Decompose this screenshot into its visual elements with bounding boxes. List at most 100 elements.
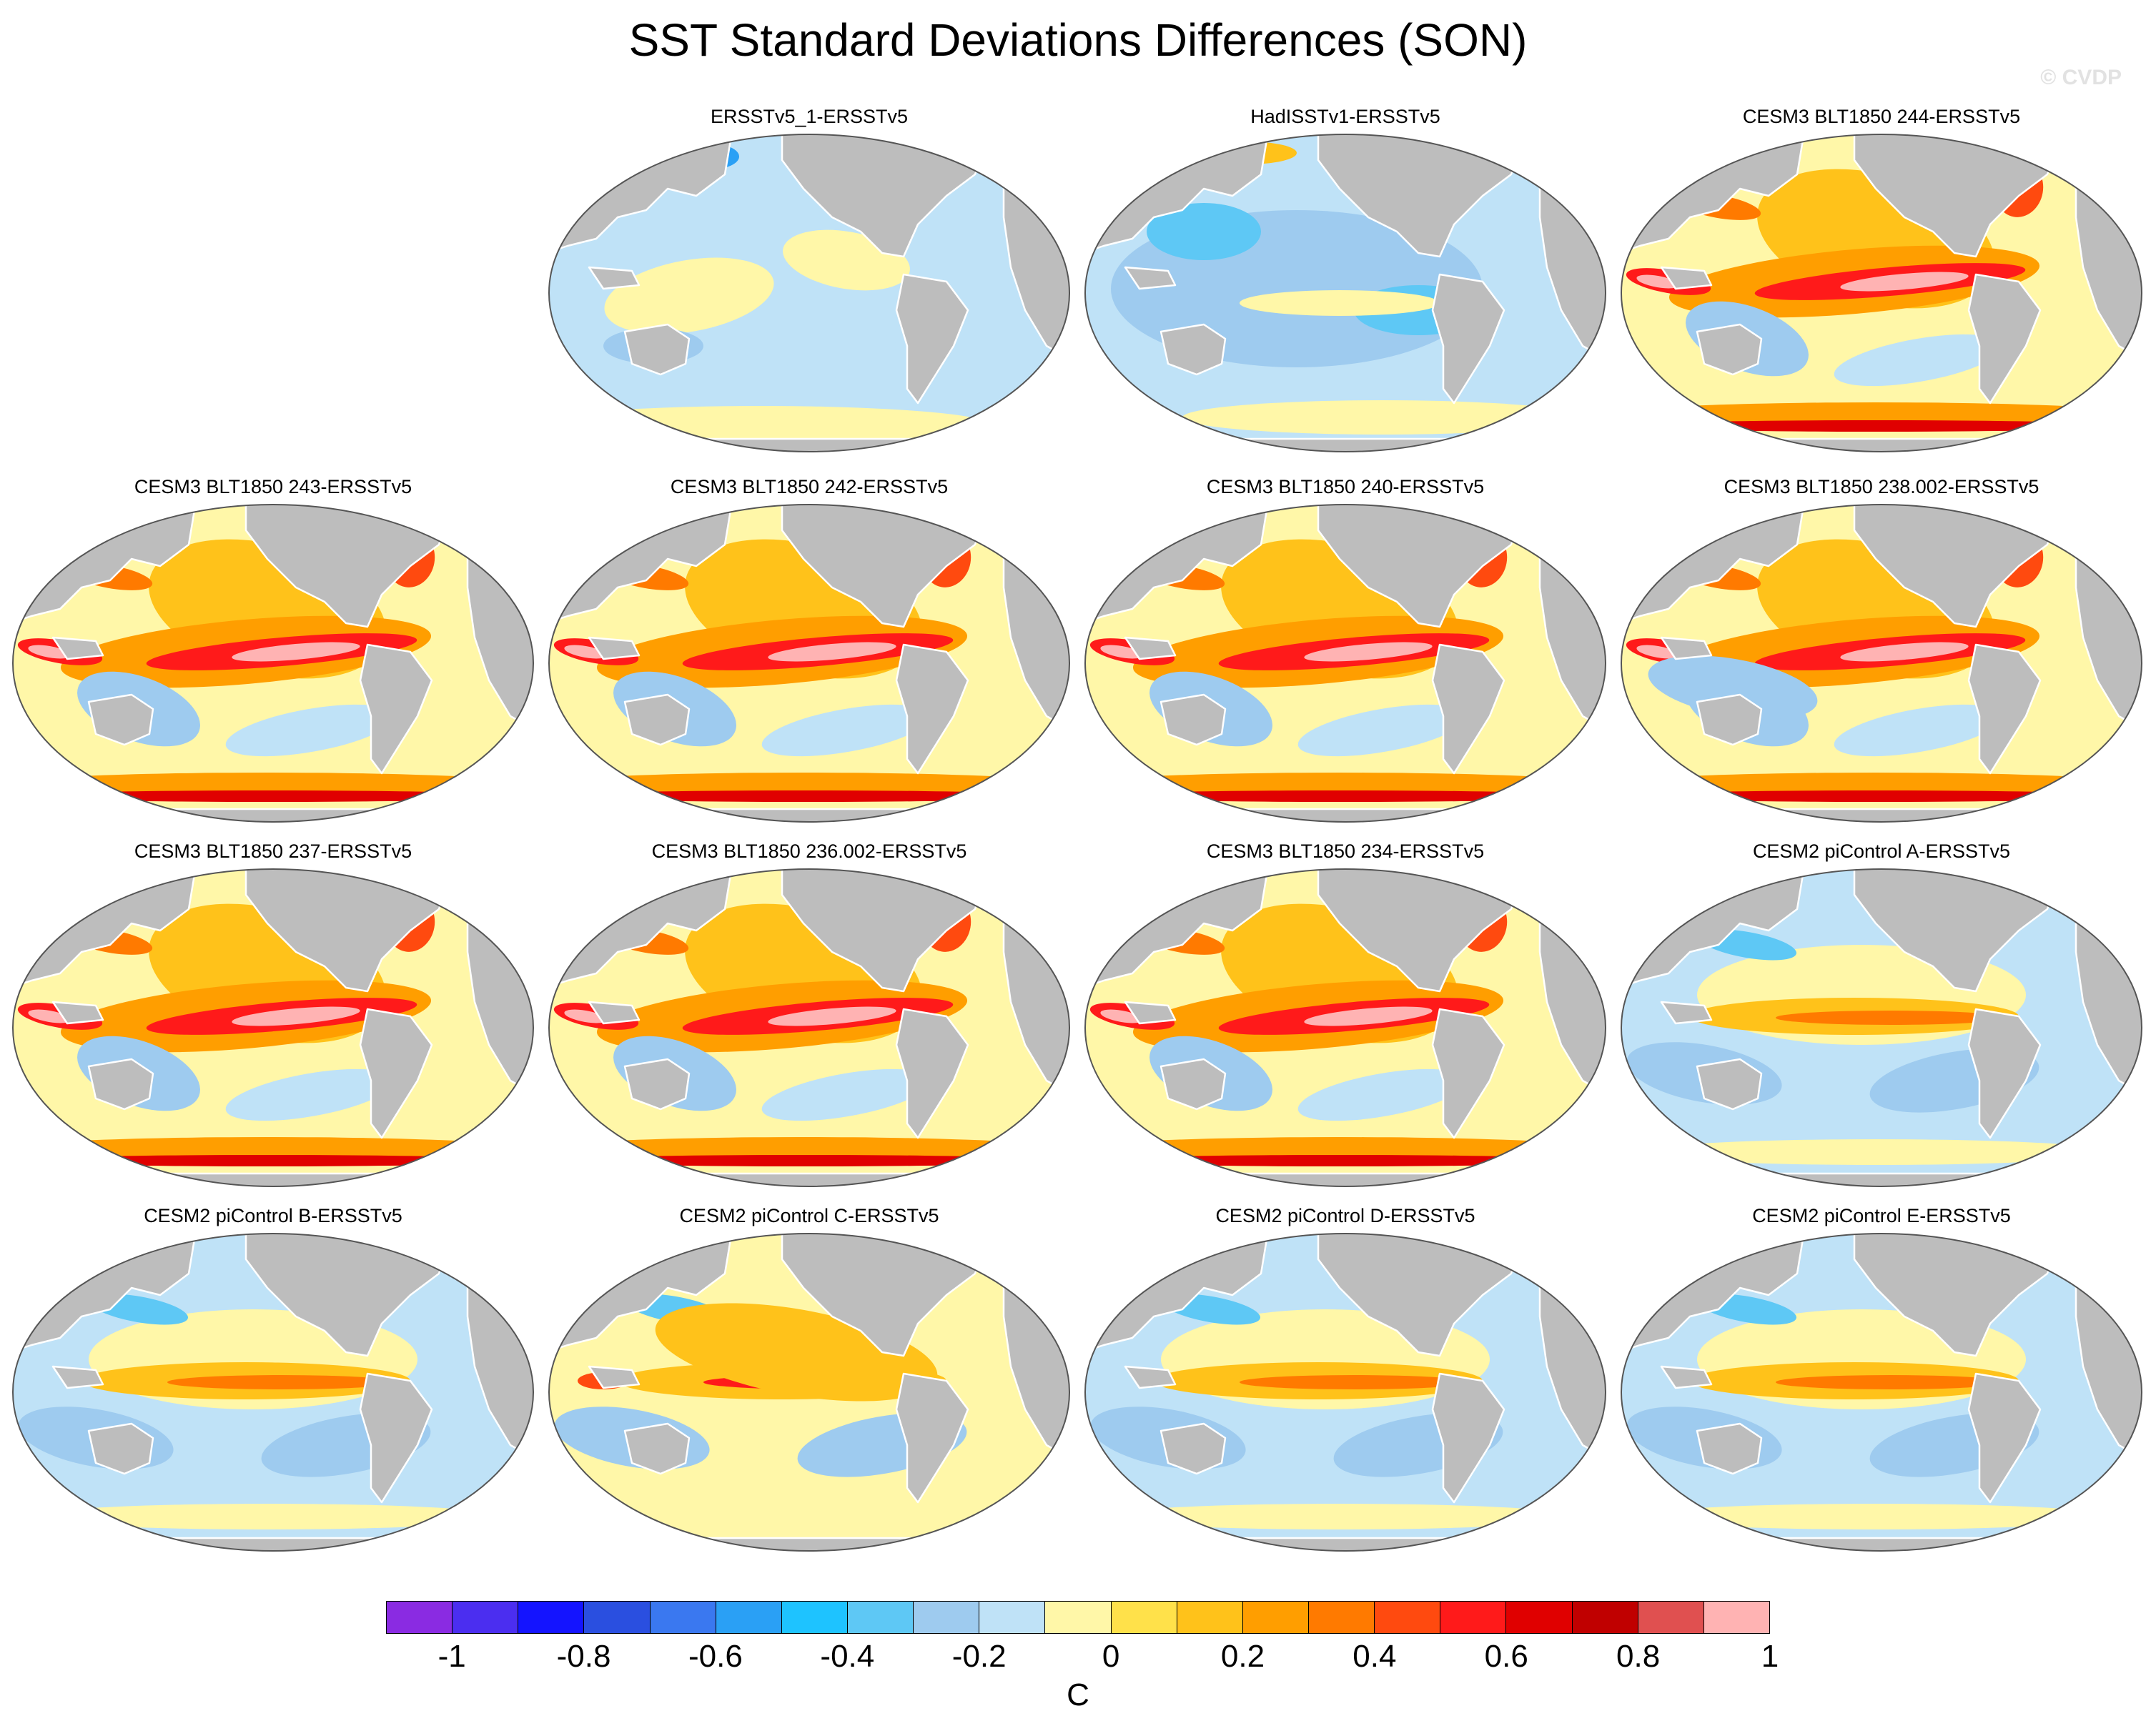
panel-title: CESM2 piControl A-ERSSTv5 (1752, 840, 2011, 862)
maritime-continent-land (1660, 266, 1713, 290)
south-america-land (359, 1372, 433, 1504)
panel-title: CESM3 BLT1850 243-ERSSTv5 (134, 476, 412, 497)
sst-anomaly-region (1085, 1155, 1597, 1166)
australia-land (87, 1422, 154, 1475)
sst-anomaly-region (768, 1006, 896, 1026)
maritime-continent-land (588, 266, 641, 290)
south-america-land (1431, 1008, 1505, 1139)
panel-title: CESM2 piControl E-ERSSTv5 (1752, 1205, 2011, 1226)
sst-anomaly-region (1636, 645, 1679, 659)
map-panel: CESM3 BLT1850 238.002-ERSSTv5 (1618, 475, 2145, 825)
sst-anomaly-region (1834, 704, 2004, 757)
australia-land (1696, 693, 1763, 746)
maritime-continent-land (1124, 1365, 1177, 1389)
sst-anomaly-region (1297, 704, 1468, 757)
australia-land (1696, 1422, 1763, 1475)
panel-title: CESM2 piControl D-ERSSTv5 (1215, 1205, 1475, 1226)
sst-anomaly-region (564, 1009, 607, 1023)
panel-title: CESM3 BLT1850 242-ERSSTv5 (670, 476, 949, 497)
sst-difference-map (1621, 504, 2142, 823)
south-america-land (1967, 643, 2042, 775)
colorbar-swatch (914, 1602, 980, 1633)
map-outline (1621, 134, 2142, 452)
sst-anomaly-region (549, 406, 989, 443)
colorbar-tick-label: -1 (437, 1639, 466, 1674)
maritime-continent-land (51, 1001, 104, 1025)
sst-anomaly-region (225, 704, 395, 757)
sst-anomaly-region (1147, 203, 1261, 260)
map-panel: HadISSTv1-ERSSTv5 (1082, 104, 1608, 455)
map-outline (1621, 1233, 2142, 1552)
map-outline (12, 504, 534, 823)
map-outline (548, 868, 1070, 1187)
australia-land (1159, 693, 1227, 746)
panel-title: HadISSTv1-ERSSTv5 (1250, 106, 1440, 127)
colorbar-tick-label: 0.8 (1616, 1639, 1661, 1674)
sst-anomaly-region (564, 645, 607, 659)
sst-anomaly-region (167, 1375, 396, 1389)
map-panel: CESM2 piControl D-ERSSTv5 (1082, 1204, 1608, 1554)
map-panel: CESM3 BLT1850 234-ERSSTv5 (1082, 839, 1608, 1189)
colorbar-tick-label: 0 (1102, 1639, 1120, 1674)
colorbar-tick-label: 0.4 (1353, 1639, 1397, 1674)
colorbar-swatch (716, 1602, 782, 1633)
map-panel: CESM3 BLT1850 243-ERSSTv5 (10, 475, 536, 825)
map-panel: CESM3 BLT1850 242-ERSSTv5 (546, 475, 1072, 825)
maritime-continent-land (1124, 636, 1177, 660)
map-panel: ERSSTv5_1-ERSSTv5 (546, 104, 1072, 455)
sst-difference-map (548, 1233, 1070, 1552)
map-outline (12, 868, 534, 1187)
australia-land (623, 693, 691, 746)
sst-anomaly-region (1834, 334, 2004, 387)
colorbar-tick-label: 0.6 (1484, 1639, 1528, 1674)
map-panel: CESM2 piControl C-ERSSTv5 (546, 1204, 1072, 1554)
sst-anomaly-region (28, 645, 71, 659)
sst-anomaly-region (232, 642, 360, 662)
colorbar-tick-label: -0.6 (688, 1639, 743, 1674)
south-america-land (895, 1372, 969, 1504)
sst-difference-map (1084, 868, 1606, 1187)
sst-difference-map (1621, 134, 2142, 452)
australia-land (1159, 1422, 1227, 1475)
sst-anomaly-region (1100, 645, 1143, 659)
sst-anomaly-region (13, 790, 525, 802)
sst-difference-map (1084, 1233, 1606, 1552)
map-panel: CESM3 BLT1850 237-ERSSTv5 (10, 839, 536, 1189)
australia-land (1159, 323, 1227, 376)
sst-anomaly-region (1648, 655, 1818, 720)
sst-anomaly-region (549, 1137, 1061, 1160)
panel-title: CESM3 BLT1850 234-ERSSTv5 (1206, 840, 1485, 862)
south-america-land (1431, 1372, 1505, 1504)
maritime-continent-land (588, 1365, 641, 1389)
sst-anomaly-region (1621, 402, 2133, 425)
map-outline (1084, 504, 1606, 823)
map-outline (1084, 134, 1606, 452)
maritime-continent-land (588, 636, 641, 660)
colorbar (386, 1601, 1770, 1634)
colorbar-swatch (584, 1602, 651, 1633)
sst-difference-map (12, 868, 534, 1187)
panel-title: ERSSTv5_1-ERSSTv5 (710, 106, 909, 127)
australia-land (87, 1058, 154, 1111)
panel-title: CESM3 BLT1850 237-ERSSTv5 (134, 840, 412, 862)
south-america-land (895, 643, 969, 775)
south-america-land (1967, 273, 2042, 405)
panel-title: CESM3 BLT1850 236.002-ERSSTv5 (651, 840, 967, 862)
sst-anomaly-region (604, 257, 774, 334)
sst-anomaly-region (1840, 272, 1969, 292)
sst-anomaly-region (1085, 773, 1597, 795)
sst-anomaly-region (549, 790, 1061, 802)
sst-anomaly-region (1840, 642, 1969, 662)
maritime-continent-land (588, 1001, 641, 1025)
colorbar-swatch (1242, 1602, 1309, 1633)
sst-anomaly-region (13, 1155, 525, 1166)
sst-anomaly-region (549, 773, 1061, 795)
sst-difference-map (1084, 504, 1606, 823)
sst-anomaly-region (1636, 274, 1679, 289)
sst-difference-map (1621, 1233, 2142, 1552)
sst-anomaly-region (28, 1009, 71, 1023)
colorbar-swatch (1703, 1602, 1769, 1633)
map-outline (1084, 1233, 1606, 1552)
sst-anomaly-region (31, 1504, 503, 1529)
sst-anomaly-region (761, 704, 931, 757)
